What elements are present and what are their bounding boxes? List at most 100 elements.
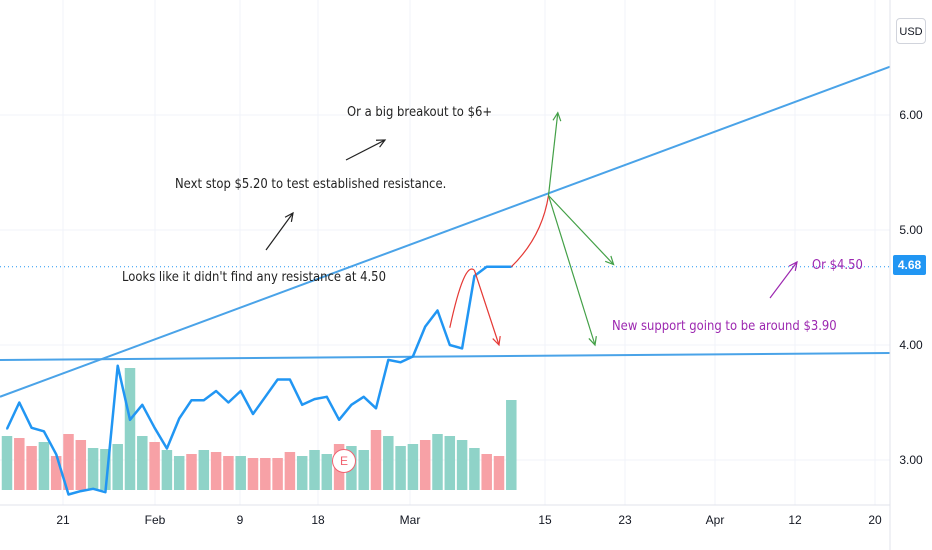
price-point bbox=[80, 490, 82, 492]
price-point bbox=[67, 493, 70, 496]
volume-bar bbox=[456, 440, 468, 490]
volume-bar bbox=[198, 450, 210, 490]
price-point bbox=[424, 325, 427, 328]
annotation-new-support: New support going to be around $3.90 bbox=[612, 318, 837, 334]
volume-bar bbox=[26, 446, 37, 490]
x-tick-label: 20 bbox=[868, 513, 882, 527]
projection-arrow-head bbox=[492, 335, 501, 347]
price-point bbox=[264, 395, 267, 398]
volume-bar bbox=[309, 450, 320, 490]
y-tick-label: 6.00 bbox=[899, 108, 923, 122]
price-point bbox=[338, 418, 340, 421]
x-tick-label: Mar bbox=[400, 513, 421, 527]
projection-arrow bbox=[548, 195, 615, 265]
projection-arrow-head bbox=[604, 255, 615, 266]
annotation-arrow bbox=[769, 261, 798, 299]
price-point bbox=[252, 413, 254, 415]
price-point bbox=[436, 309, 439, 312]
volume-bar bbox=[235, 456, 246, 490]
price-point bbox=[313, 398, 316, 400]
volume-bar bbox=[137, 436, 148, 490]
volume-bar bbox=[260, 458, 271, 490]
price-point bbox=[362, 395, 365, 398]
price-point bbox=[412, 355, 414, 358]
price-point bbox=[473, 275, 476, 277]
volume-bar bbox=[75, 440, 87, 490]
price-point bbox=[227, 401, 230, 404]
x-tick-label: 12 bbox=[788, 513, 802, 527]
annotation-next-stop: Next stop $5.20 to test established resi… bbox=[175, 176, 447, 192]
price-point bbox=[43, 430, 45, 433]
volume-bar bbox=[149, 442, 160, 490]
x-tick-label: 18 bbox=[311, 513, 325, 527]
trend-line bbox=[0, 65, 891, 398]
price-point bbox=[203, 399, 205, 402]
volume-bar bbox=[50, 456, 62, 490]
volume-bar bbox=[506, 400, 517, 490]
volume-bar bbox=[112, 444, 123, 490]
volume-bar bbox=[161, 450, 173, 490]
volume-bar bbox=[210, 452, 222, 490]
price-point bbox=[104, 491, 107, 494]
annotation-arrow bbox=[265, 212, 294, 251]
volume-bar bbox=[419, 440, 431, 490]
price-point bbox=[498, 266, 500, 268]
price-point bbox=[129, 418, 131, 421]
volume-bar bbox=[358, 450, 369, 490]
volume-bar bbox=[321, 454, 333, 490]
price-point bbox=[375, 407, 377, 410]
earnings-icon[interactable]: E bbox=[332, 449, 356, 473]
x-tick-label: Feb bbox=[145, 513, 166, 527]
annotation-alt-target: Or $4.50 bbox=[812, 257, 863, 273]
price-point bbox=[116, 364, 119, 367]
price-point bbox=[166, 447, 168, 450]
price-point bbox=[178, 417, 180, 420]
volume-bar bbox=[493, 456, 505, 490]
annotation-arrow bbox=[345, 139, 386, 161]
volume-bar bbox=[100, 449, 111, 490]
projection-arrow bbox=[547, 112, 559, 196]
volume-bar bbox=[38, 442, 50, 490]
volume-bar bbox=[395, 446, 406, 490]
volume-bar bbox=[1, 436, 13, 490]
price-point bbox=[55, 453, 57, 456]
volume-bar bbox=[407, 444, 419, 490]
price-point bbox=[18, 401, 21, 404]
current-price-label: 4.68 bbox=[893, 255, 926, 275]
projection-arrow-head bbox=[552, 111, 562, 122]
annotation-breakout: Or a big breakout to $6+ bbox=[347, 104, 493, 120]
volume-bar bbox=[469, 448, 480, 490]
price-point bbox=[485, 266, 488, 268]
volume-bar bbox=[432, 434, 443, 490]
price-point bbox=[190, 399, 193, 402]
volume-bar bbox=[14, 438, 25, 490]
price-point bbox=[399, 361, 402, 364]
projection-curve bbox=[510, 195, 550, 268]
y-tick-label: 4.00 bbox=[899, 338, 923, 352]
projection-curve bbox=[449, 268, 475, 328]
x-tick-label: 23 bbox=[618, 513, 632, 527]
price-point bbox=[141, 404, 144, 406]
annotation-arrow-head bbox=[375, 139, 387, 148]
projection-arrow bbox=[547, 195, 596, 346]
projection-arrow bbox=[473, 270, 500, 346]
price-point bbox=[289, 378, 291, 381]
volume-bar bbox=[284, 452, 296, 490]
price-point bbox=[326, 395, 328, 398]
currency-button[interactable]: USD bbox=[896, 18, 926, 44]
price-point bbox=[215, 390, 217, 392]
volume-bar bbox=[63, 434, 74, 490]
volume-bar bbox=[296, 456, 308, 490]
annotation-no-resistance: Looks like it didn't find any resistance… bbox=[122, 269, 386, 285]
x-tick-label: 21 bbox=[56, 513, 70, 527]
price-point bbox=[30, 427, 33, 429]
price-point bbox=[449, 344, 451, 346]
volume-bar bbox=[370, 430, 382, 490]
volume-bar bbox=[481, 454, 492, 490]
price-point bbox=[276, 378, 279, 381]
price-point bbox=[461, 347, 463, 350]
price-point bbox=[92, 487, 94, 490]
annotation-arrow-head bbox=[788, 260, 798, 271]
